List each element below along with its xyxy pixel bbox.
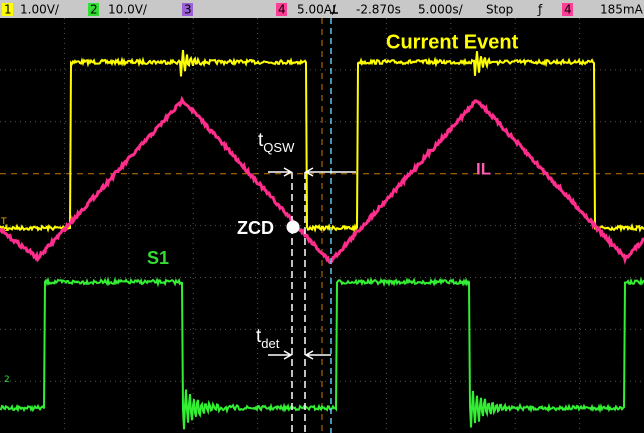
ch2-scale: 10.0V/	[108, 3, 148, 17]
il-label: IL	[476, 159, 491, 178]
ch3-number: 3	[184, 3, 192, 17]
s1-label: S1	[147, 248, 169, 268]
timebase: 5.000s/	[418, 3, 464, 17]
ch4-number: 4	[278, 3, 286, 17]
trigger-source: 4	[564, 3, 572, 17]
zcd-label: ZCD	[237, 218, 274, 238]
ch2-number: 2	[90, 3, 98, 17]
status-bar: 1 1.00V/ 2 10.0V/ 3 4 5.00A/ -2.870s 5.0…	[0, 0, 644, 18]
tdet-sub: det	[261, 336, 279, 351]
tqsw-sub: QSW	[263, 140, 295, 155]
ch1-number: 1	[4, 3, 12, 17]
ch2-marker: 2	[4, 375, 10, 385]
ch1-marker: 1	[4, 224, 10, 234]
oscilloscope-screen: 1 1.00V/ 2 10.0V/ 3 4 5.00A/ -2.870s 5.0…	[0, 0, 644, 433]
ch1-scale: 1.00V/	[20, 3, 60, 17]
trigger-slope: ƒ	[537, 3, 543, 17]
run-state: Stop	[486, 3, 513, 17]
delay: -2.870s	[356, 3, 401, 17]
trigger-level: 185mA	[600, 3, 644, 17]
current-event-label: Current Event	[386, 31, 519, 53]
zcd-dot	[287, 221, 299, 233]
ch4-scale: 5.00A/	[297, 3, 337, 17]
